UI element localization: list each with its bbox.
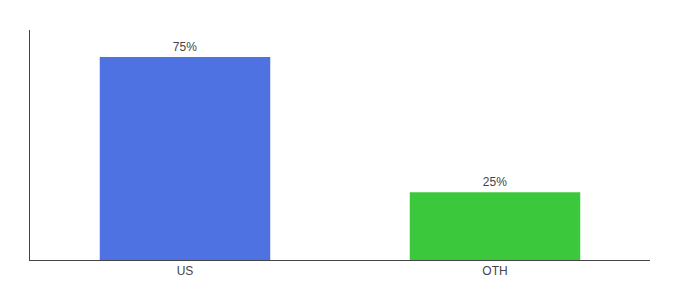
svg-text:75%: 75% — [173, 40, 197, 54]
svg-text:US: US — [177, 264, 194, 278]
svg-text:25%: 25% — [483, 175, 507, 189]
svg-text:OTH: OTH — [482, 264, 507, 278]
